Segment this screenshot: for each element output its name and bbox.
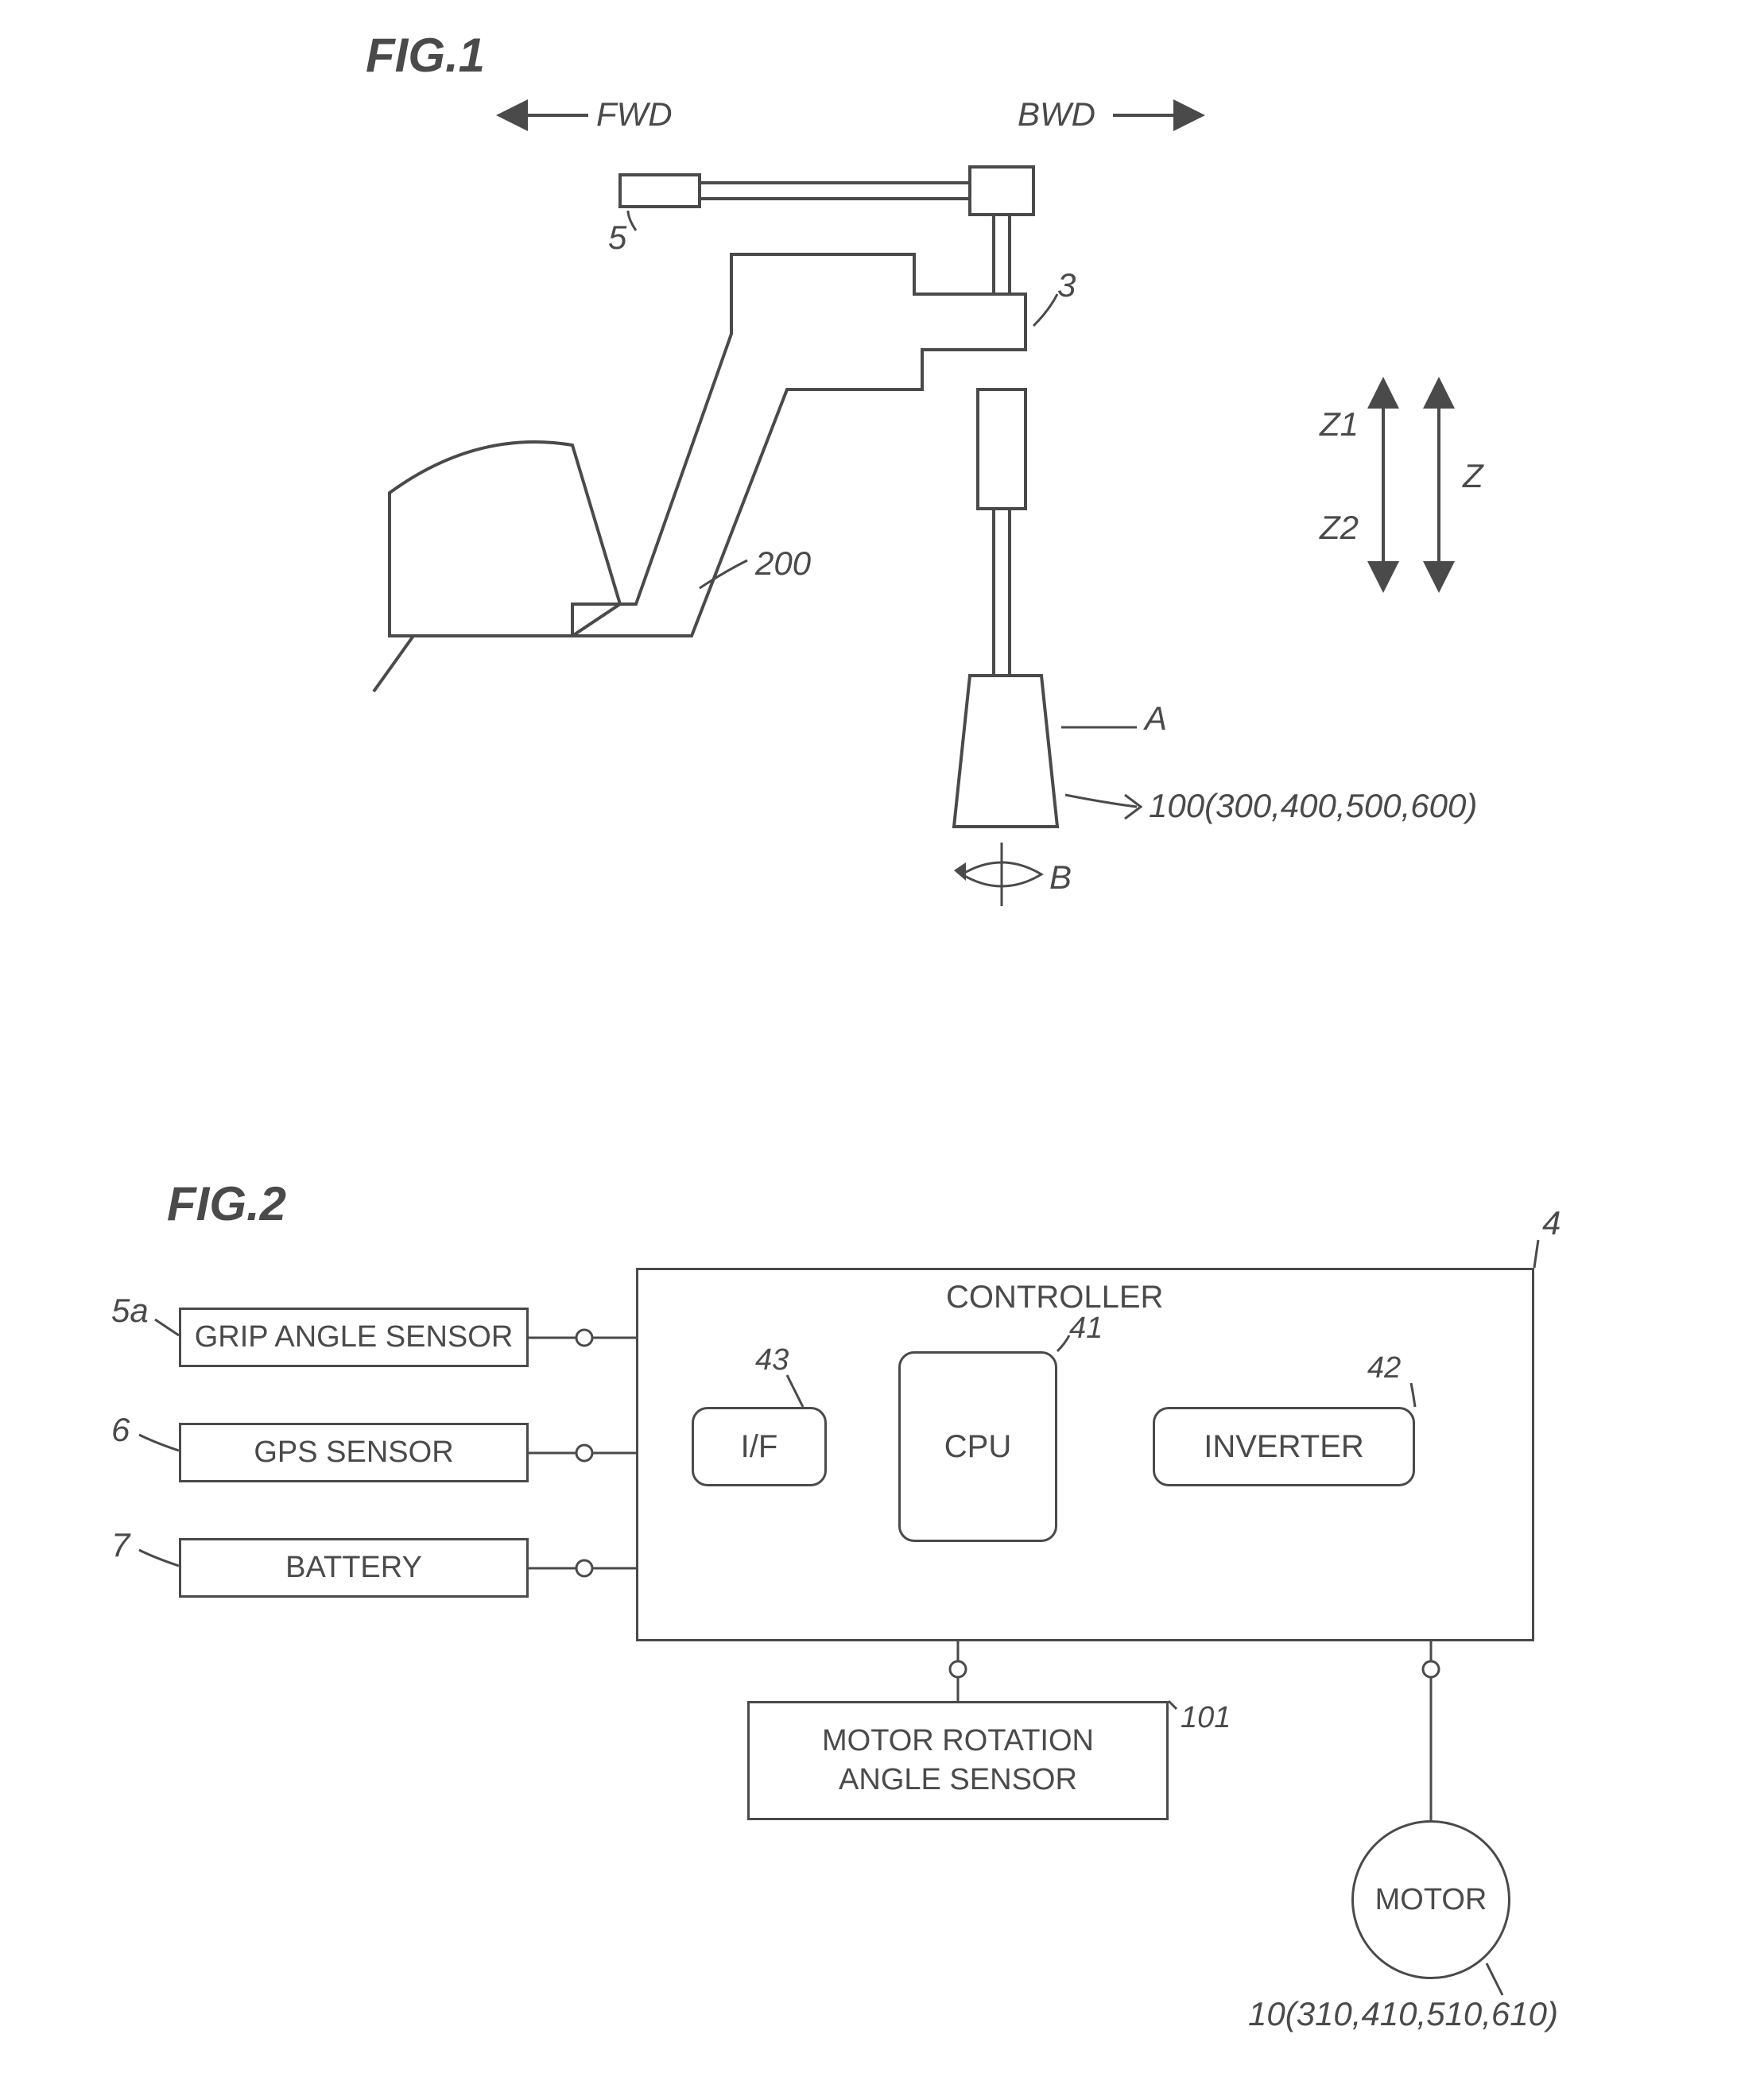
fig1-drawing — [0, 0, 1737, 1113]
motor-sensor-box: MOTOR ROTATION ANGLE SENSOR — [747, 1701, 1169, 1820]
motor-circle: MOTOR — [1351, 1820, 1510, 1979]
grip-sensor-box: GRIP ANGLE SENSOR — [179, 1308, 529, 1367]
ref-10: 10(310,410,510,610) — [1248, 1995, 1558, 2033]
ref-42: 42 — [1367, 1351, 1401, 1385]
ref-101: 101 — [1181, 1701, 1231, 1735]
ref-z1: Z1 — [1320, 405, 1359, 444]
ref-4: 4 — [1542, 1204, 1561, 1242]
ref-7: 7 — [111, 1526, 130, 1564]
ref-a: A — [1145, 699, 1167, 738]
ref-z2: Z2 — [1320, 509, 1359, 547]
ref-200: 200 — [755, 544, 811, 583]
gps-sensor-box: GPS SENSOR — [179, 1423, 529, 1482]
ref-43: 43 — [755, 1343, 789, 1377]
fig2-title: FIG.2 — [167, 1176, 286, 1231]
cpu-box: CPU — [898, 1351, 1057, 1542]
ref-3: 3 — [1057, 266, 1076, 304]
ref-100: 100(300,400,500,600) — [1149, 787, 1477, 825]
inverter-box: INVERTER — [1153, 1407, 1415, 1486]
ref-5: 5 — [608, 219, 626, 257]
controller-label: CONTROLLER — [946, 1280, 1163, 1315]
ref-41: 41 — [1069, 1312, 1103, 1346]
ref-z: Z — [1463, 457, 1483, 495]
battery-box: BATTERY — [179, 1538, 529, 1598]
ref-5a: 5a — [111, 1292, 149, 1330]
ref-b: B — [1049, 858, 1072, 897]
if-box: I/F — [692, 1407, 827, 1486]
ref-6: 6 — [111, 1411, 130, 1449]
